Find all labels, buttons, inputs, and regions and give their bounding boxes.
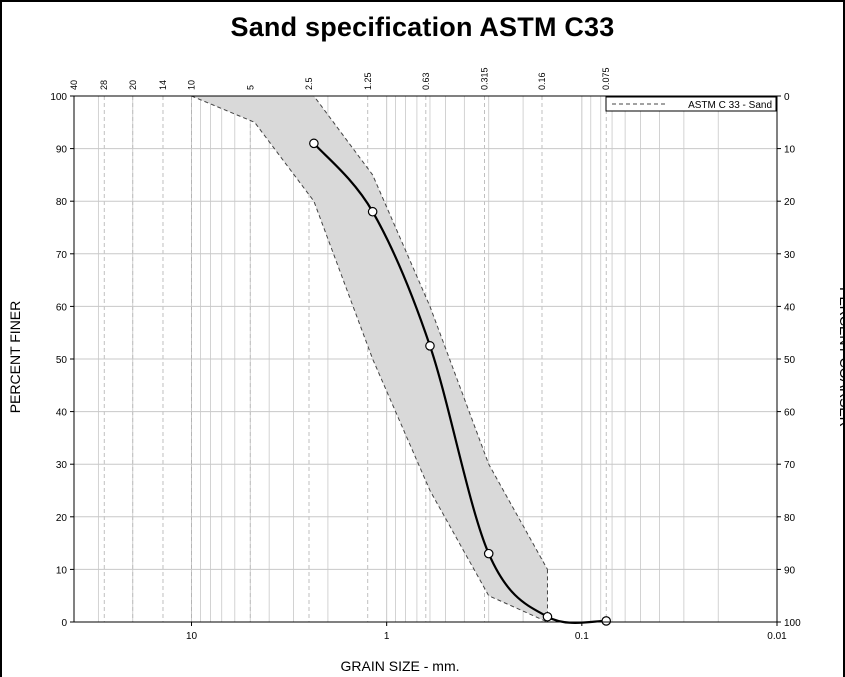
y-tick-label-left: 30 [56, 460, 68, 471]
y-tick-label-right: 100 [784, 618, 801, 629]
chart-title: Sand specification ASTM C33 [230, 12, 615, 42]
sieve-size-label: 2.5 [304, 77, 314, 90]
y-tick-label-right: 90 [784, 565, 796, 576]
data-point [601, 616, 612, 626]
y-tick-label-left: 0 [61, 618, 67, 629]
data-point [367, 206, 378, 217]
x-tick-label: 0.1 [575, 631, 589, 642]
x-tick-label: 0.01 [767, 631, 787, 642]
y-tick-label-left: 50 [56, 355, 68, 366]
y-tick-label-left: 80 [56, 197, 68, 208]
sieve-size-label: 0.63 [421, 72, 431, 90]
data-point [309, 138, 319, 149]
y-tick-label-right: 70 [784, 460, 796, 471]
y-tick-label-left: 40 [56, 408, 68, 419]
x-axis-label: GRAIN SIZE - mm. [340, 658, 460, 674]
data-point [542, 611, 553, 622]
y-tick-label-right: 80 [784, 513, 796, 524]
y-tick-label-left: 10 [56, 565, 68, 576]
sieve-size-label: 0.16 [537, 72, 547, 90]
y-tick-label-right: 30 [784, 250, 796, 261]
y-tick-label-left: 60 [56, 302, 68, 313]
data-point [483, 548, 494, 559]
y-tick-label-left: 100 [50, 92, 67, 103]
y-tick-label-right: 20 [784, 197, 796, 208]
y-tick-label-left: 70 [56, 250, 68, 261]
y-tick-label-right: 10 [784, 145, 796, 156]
sieve-size-label: 0.315 [480, 67, 490, 90]
y-tick-label-right: 60 [784, 408, 796, 419]
y-tick-label-left: 90 [56, 145, 68, 156]
data-point [425, 341, 435, 351]
sieve-size-label: 14 [158, 80, 168, 90]
legend-label: ASTM C 33 - Sand [688, 100, 772, 111]
y-tick-label-right: 50 [784, 355, 796, 366]
x-tick-label: 1 [384, 631, 390, 642]
envelope-area [191, 96, 548, 622]
x-tick-label: 10 [186, 631, 198, 642]
sieve-size-label: 5 [245, 85, 255, 90]
sieve-size-label: 40 [69, 80, 79, 90]
y-tick-label-right: 40 [784, 302, 796, 313]
sieve-size-label: 1.25 [363, 72, 373, 90]
sieve-size-label: 0.075 [601, 67, 611, 90]
sieve-size-label: 20 [128, 80, 138, 90]
y-tick-label-right: 0 [784, 92, 790, 103]
y-tick-label-left: 20 [56, 513, 68, 524]
legend-box [605, 96, 777, 112]
sieve-size-label: 28 [99, 80, 109, 90]
sieve-size-label: 10 [187, 80, 197, 90]
